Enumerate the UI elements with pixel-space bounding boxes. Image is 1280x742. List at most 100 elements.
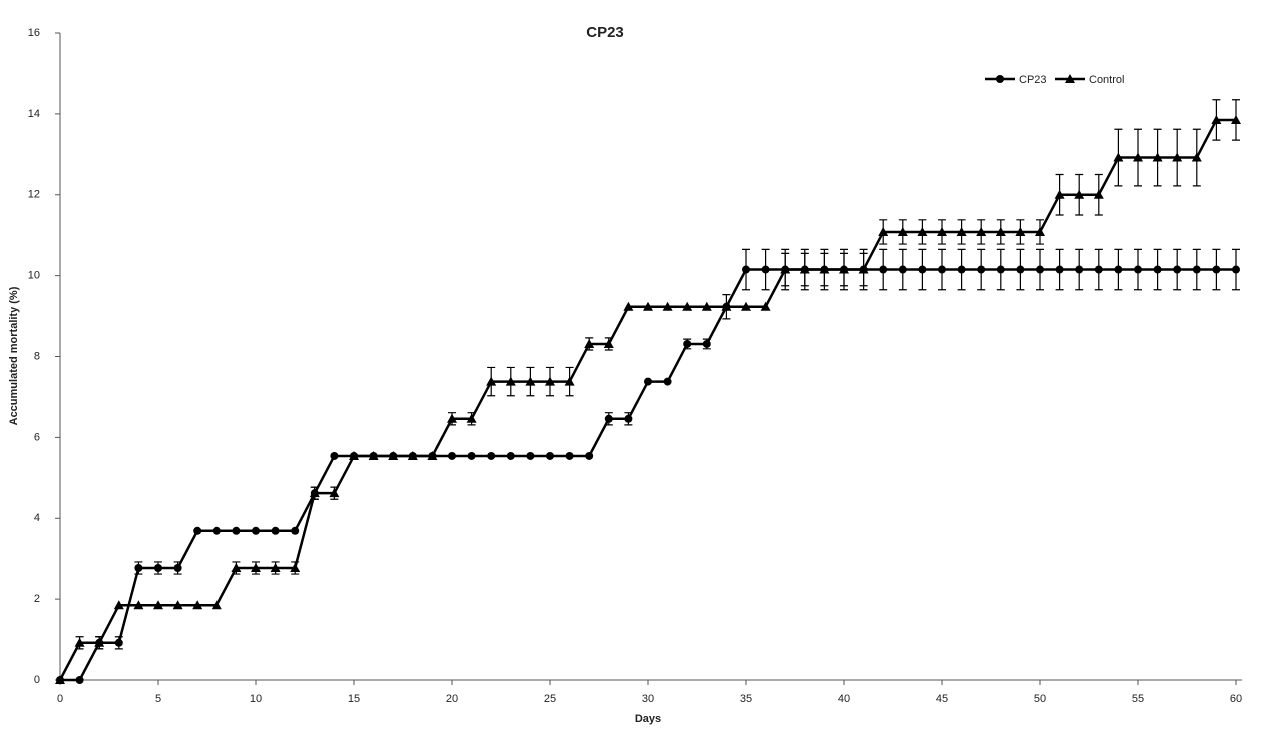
data-point bbox=[407, 450, 418, 460]
data-point bbox=[251, 562, 261, 572]
data-point bbox=[309, 488, 320, 498]
data-point bbox=[1015, 226, 1026, 236]
data-point bbox=[427, 450, 438, 460]
data-point bbox=[447, 413, 457, 423]
data-point bbox=[1232, 265, 1240, 274]
data-point bbox=[1173, 265, 1182, 274]
data-point bbox=[212, 526, 221, 535]
data-point bbox=[741, 301, 751, 311]
data-point bbox=[211, 600, 222, 610]
y-tick-label: 6 bbox=[34, 431, 40, 443]
data-point bbox=[133, 600, 144, 610]
data-point bbox=[252, 526, 260, 535]
data-point bbox=[1055, 265, 1064, 274]
data-point bbox=[897, 226, 908, 236]
data-point bbox=[957, 265, 966, 274]
x-tick-label: 50 bbox=[1034, 693, 1046, 705]
data-point bbox=[153, 600, 163, 610]
data-point bbox=[467, 451, 476, 460]
data-point bbox=[701, 301, 712, 311]
data-point bbox=[114, 638, 123, 647]
data-point bbox=[466, 413, 477, 423]
data-point bbox=[780, 264, 791, 274]
data-point bbox=[349, 450, 359, 460]
data-point bbox=[1036, 265, 1044, 274]
x-tick-label: 5 bbox=[155, 693, 161, 705]
data-point bbox=[1093, 189, 1104, 199]
data-point bbox=[937, 226, 947, 236]
x-tick-label: 60 bbox=[1230, 693, 1242, 705]
y-axis-label: Accumulated mortality (%) bbox=[8, 286, 20, 425]
data-point bbox=[996, 265, 1005, 274]
x-tick-label: 25 bbox=[544, 693, 556, 705]
data-point bbox=[721, 301, 732, 311]
data-point bbox=[898, 265, 907, 274]
data-point bbox=[1075, 265, 1084, 274]
data-point bbox=[94, 637, 105, 647]
data-point bbox=[506, 451, 515, 460]
data-point bbox=[74, 637, 85, 647]
series-line bbox=[60, 268, 1236, 682]
x-tick-label: 45 bbox=[936, 693, 948, 705]
x-tick-label: 0 bbox=[57, 693, 63, 705]
data-point bbox=[193, 526, 202, 535]
data-point bbox=[1172, 152, 1183, 162]
data-point bbox=[956, 226, 967, 236]
legend-label: Control bbox=[1089, 74, 1124, 86]
x-tick-label: 55 bbox=[1132, 693, 1144, 705]
data-point bbox=[603, 338, 614, 348]
data-point bbox=[584, 338, 595, 348]
data-point bbox=[760, 301, 771, 311]
data-point bbox=[662, 301, 673, 311]
legend-marker bbox=[1065, 74, 1075, 83]
data-point bbox=[683, 339, 692, 348]
data-point bbox=[505, 376, 516, 386]
data-point bbox=[1191, 152, 1202, 162]
data-point bbox=[75, 676, 84, 684]
data-point bbox=[564, 376, 575, 386]
data-point bbox=[525, 376, 536, 386]
data-point bbox=[1074, 189, 1085, 199]
legend-marker bbox=[996, 75, 1004, 83]
data-point bbox=[878, 226, 889, 236]
data-point bbox=[977, 265, 986, 274]
y-tick-label: 0 bbox=[34, 674, 40, 686]
data-point bbox=[232, 526, 241, 535]
data-point bbox=[271, 526, 280, 535]
data-point bbox=[995, 226, 1006, 236]
data-point bbox=[448, 451, 456, 460]
data-point bbox=[858, 264, 869, 274]
data-point bbox=[291, 526, 300, 535]
y-tick-label: 4 bbox=[34, 512, 40, 524]
x-tick-label: 35 bbox=[740, 693, 752, 705]
x-tick-label: 15 bbox=[348, 693, 360, 705]
data-point bbox=[742, 265, 750, 274]
x-tick-label: 40 bbox=[838, 693, 850, 705]
data-point bbox=[1152, 152, 1163, 162]
data-point bbox=[113, 600, 124, 610]
data-point bbox=[154, 563, 162, 572]
data-point bbox=[799, 264, 810, 274]
data-point bbox=[526, 451, 535, 460]
data-point bbox=[270, 562, 281, 572]
y-tick-label: 16 bbox=[28, 27, 40, 39]
data-point bbox=[1211, 114, 1222, 124]
data-point bbox=[879, 265, 888, 274]
data-point bbox=[290, 562, 301, 572]
data-point bbox=[938, 265, 946, 274]
data-point bbox=[1134, 265, 1142, 274]
data-point bbox=[604, 414, 613, 423]
data-point bbox=[329, 488, 340, 498]
data-point bbox=[623, 301, 634, 311]
chart-title: CP23 bbox=[586, 24, 624, 41]
data-point bbox=[487, 451, 496, 460]
x-tick-label: 30 bbox=[642, 693, 654, 705]
data-point bbox=[545, 376, 555, 386]
data-point bbox=[643, 301, 653, 311]
data-point bbox=[368, 450, 379, 460]
data-point bbox=[819, 264, 830, 274]
data-point bbox=[55, 675, 65, 684]
data-point bbox=[134, 563, 143, 572]
y-tick-label: 8 bbox=[34, 350, 40, 362]
